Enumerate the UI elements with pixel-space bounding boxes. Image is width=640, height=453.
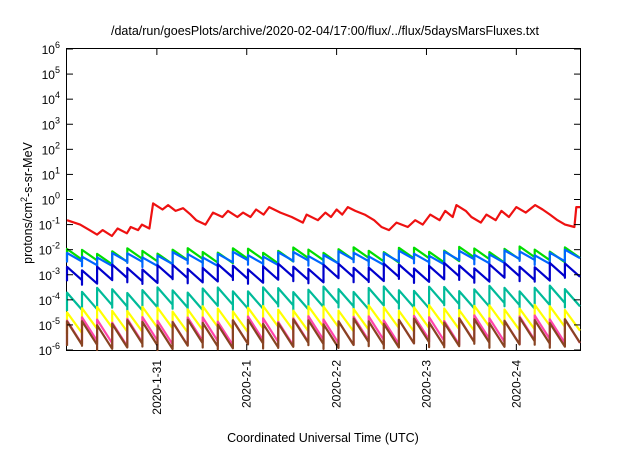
y-tick-label: 10-6: [39, 341, 60, 358]
y-tick-label-base: 10: [42, 68, 56, 82]
x-tick-label: 2020-2-3: [419, 360, 433, 408]
x-axis-label: Coordinated Universal Time (UTC): [227, 431, 419, 445]
y-tick-label: 10-2: [39, 241, 60, 258]
y-tick-label-exp: -4: [52, 291, 60, 301]
y-tick-label: 10-4: [39, 291, 60, 308]
y-tick-label-exp: -5: [52, 316, 60, 326]
y-tick-label-base: 10: [42, 118, 56, 132]
y-tick-label-base: 10: [39, 294, 53, 308]
y-tick-label-base: 10: [42, 143, 56, 157]
x-tick-label: 2020-2-4: [509, 360, 523, 408]
y-tick-label: 101: [42, 165, 60, 182]
y-tick-label-exp: 0: [55, 191, 60, 201]
y-axis-label-sup: 2: [19, 197, 29, 202]
x-tick-label: 2020-1-31: [150, 360, 164, 415]
y-tick-label-exp: 2: [55, 140, 60, 150]
series-line: [65, 261, 581, 286]
y-tick-label-exp: 5: [55, 65, 60, 75]
y-tick-label-exp: -1: [52, 216, 60, 226]
y-tick-label-base: 10: [39, 219, 53, 233]
y-axis-label: protons/cm2-s-sr-MeV: [19, 141, 35, 263]
x-tick-label: 2020-2-2: [330, 360, 344, 408]
series-line: [66, 202, 580, 238]
y-tick-label: 10-3: [39, 266, 60, 283]
y-tick-label-base: 10: [39, 269, 53, 283]
series-line: [65, 284, 581, 313]
y-tick-label-base: 10: [42, 168, 56, 182]
y-tick-label-base: 10: [39, 244, 53, 258]
y-tick-label-exp: 4: [55, 90, 60, 100]
y-tick-label: 105: [42, 65, 60, 82]
y-tick-label-base: 10: [42, 43, 56, 57]
y-tick-label-base: 10: [39, 344, 53, 358]
y-tick-label: 100: [42, 191, 60, 208]
y-tick-label-exp: -2: [52, 241, 60, 251]
y-tick-label-base: 10: [42, 93, 56, 107]
y-tick-label: 10-5: [39, 316, 60, 333]
y-tick-label-base: 10: [39, 319, 53, 333]
y-tick-label: 106: [42, 40, 60, 57]
y-tick-label-exp: 1: [55, 165, 60, 175]
y-tick-label: 103: [42, 115, 60, 132]
y-tick-label-base: 10: [42, 194, 56, 208]
y-tick-label-exp: 3: [55, 115, 60, 125]
y-axis-label-prefix: protons/cm: [21, 202, 35, 264]
y-axis: 10-610-510-410-310-210-11001011021031041…: [39, 40, 580, 358]
y-tick-label: 10-1: [39, 216, 60, 233]
y-tick-label-exp: -6: [52, 341, 60, 351]
x-tick-label: 2020-2-1: [240, 360, 254, 408]
x-axis: 2020-1-31 2020-2-1 2020-2-2 2020-2-3 2020-2-…: [150, 49, 523, 415]
y-axis-label-suffix: -s-sr-MeV: [21, 141, 35, 197]
y-tick-label-exp: 6: [55, 40, 60, 50]
chart-title: /data/run/goesPlots/archive/2020-02-04/1…: [111, 24, 540, 38]
y-tick-label-exp: -3: [52, 266, 60, 276]
plot-frame: [66, 48, 581, 351]
series-line: [65, 316, 581, 352]
series-layer: [65, 202, 581, 352]
y-tick-label: 104: [42, 90, 60, 107]
y-tick-label: 102: [42, 140, 60, 157]
